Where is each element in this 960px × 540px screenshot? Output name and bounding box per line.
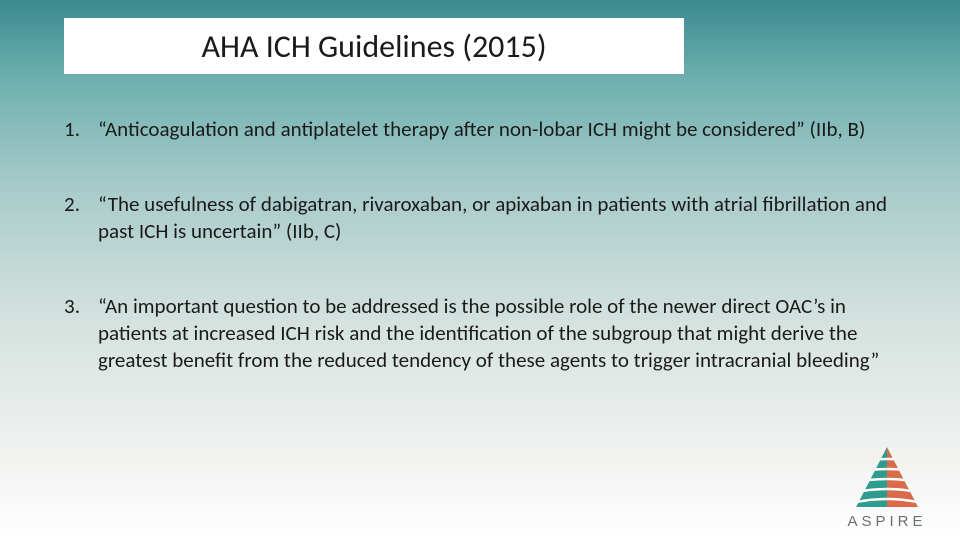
logo-text: ASPIRE [832, 513, 942, 530]
list-number: 1. [46, 116, 80, 143]
list-text: “The usefulness of dabigatran, rivaroxab… [98, 191, 914, 245]
aspire-logo: ASPIRE [832, 445, 942, 530]
list-text: “An important question to be addressed i… [98, 293, 914, 374]
list-item: 1. “Anticoagulation and antiplatelet the… [46, 116, 914, 143]
list-number: 3. [46, 293, 80, 320]
numbered-list: 1. “Anticoagulation and antiplatelet the… [46, 116, 914, 422]
title-box: AHA ICH Guidelines (2015) [64, 18, 684, 74]
tree-icon [852, 445, 922, 511]
list-item: 2. “The usefulness of dabigatran, rivaro… [46, 191, 914, 245]
list-item: 3. “An important question to be addresse… [46, 293, 914, 374]
list-text: “Anticoagulation and antiplatelet therap… [98, 116, 914, 143]
list-number: 2. [46, 191, 80, 218]
slide-title: AHA ICH Guidelines (2015) [201, 27, 546, 66]
